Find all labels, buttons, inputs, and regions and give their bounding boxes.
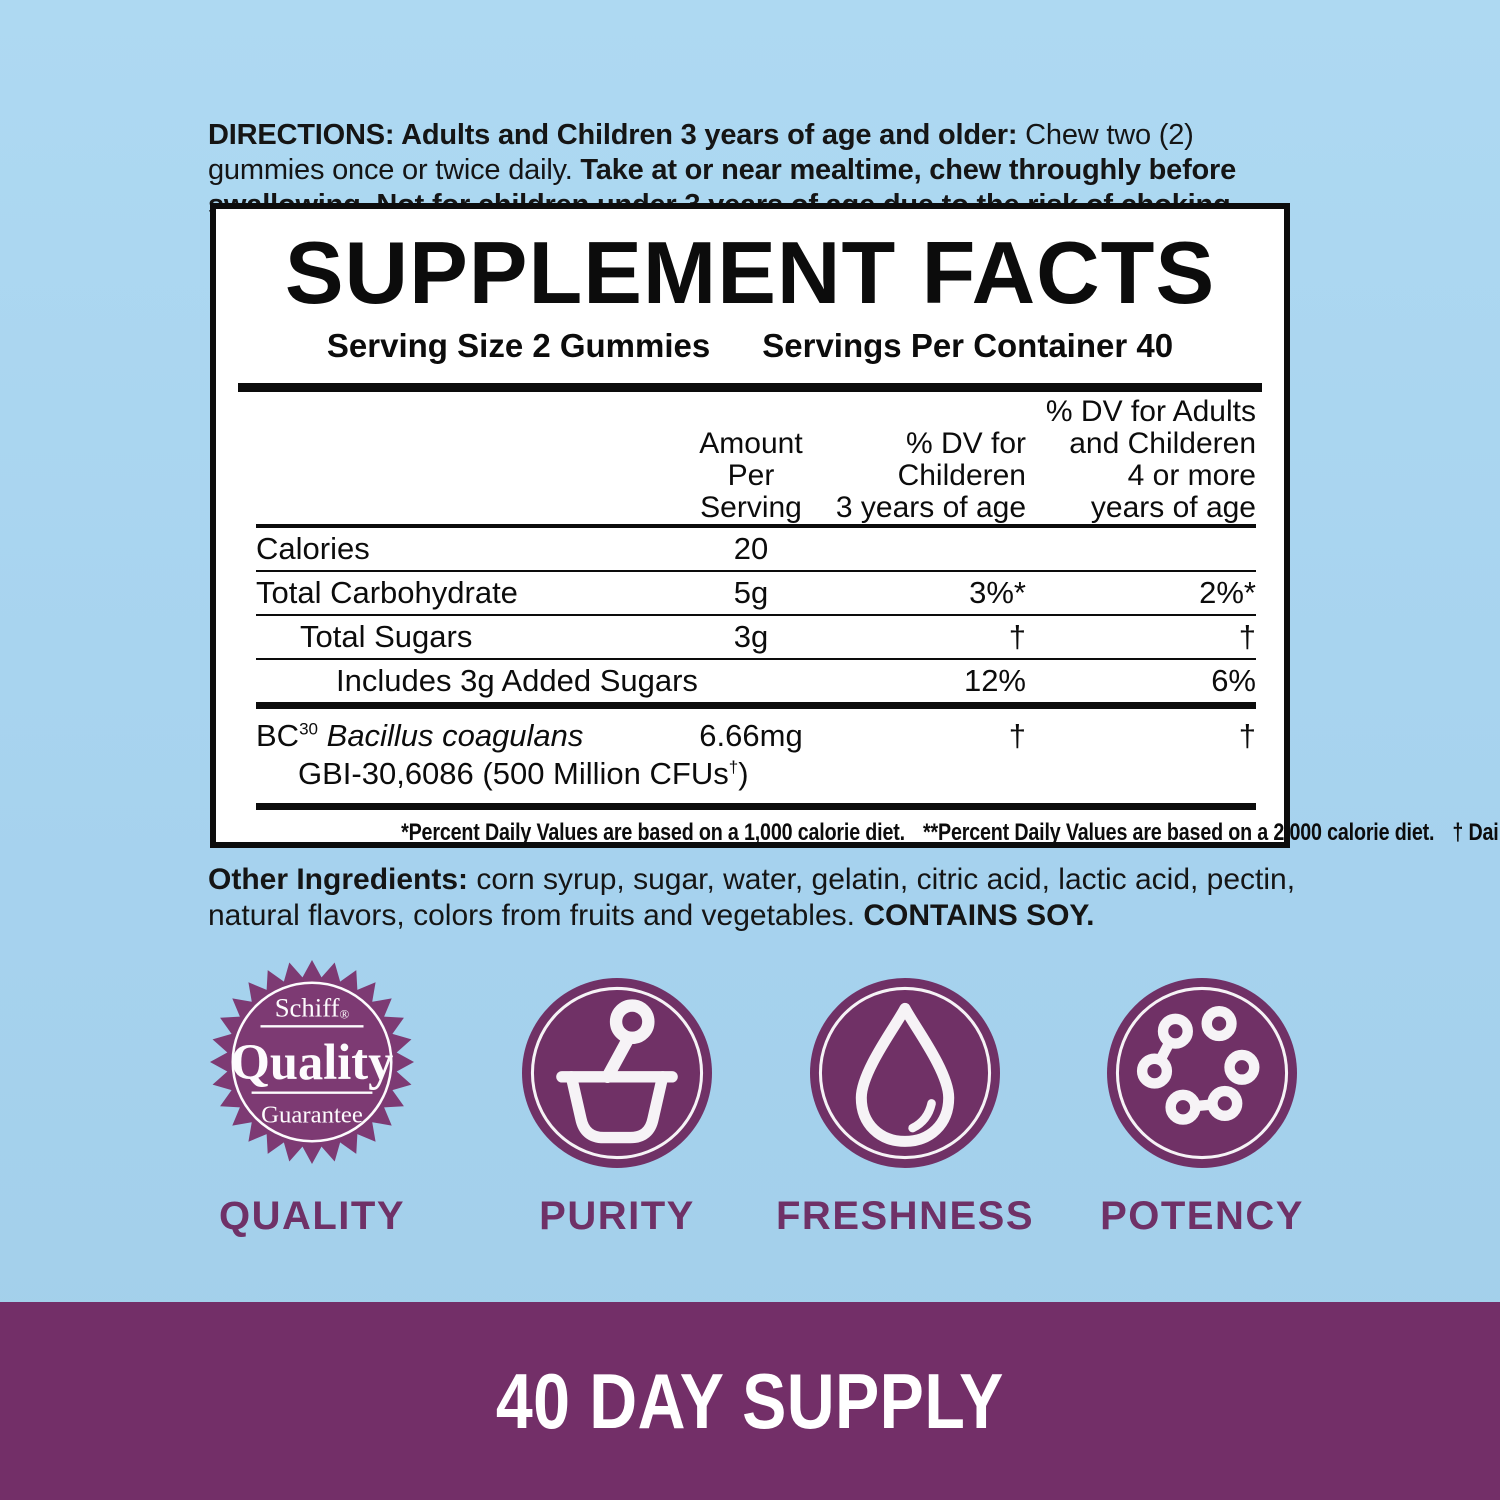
contains-soy: CONTAINS SOY. (863, 899, 1095, 932)
header-dv-children: % DV for Childeren 3 years of age (835, 427, 1026, 524)
badge-label-quality: QUALITY (218, 1194, 406, 1238)
table-row-total-carbohydrate: Total Carbohydrate 5g 3%* 2%* (256, 575, 1256, 610)
table-row-calories: Calories 20 (256, 531, 769, 566)
supply-banner: 40 DAY SUPPLY (0, 1302, 1500, 1500)
badge-label-potency: POTENCY (1100, 1194, 1304, 1238)
supplement-facts-panel: SUPPLEMENT FACTS Serving Size 2 Gummies … (210, 203, 1500, 848)
row-separator-thick (256, 803, 1256, 810)
other-ingredients-label: Other Ingredients: (208, 863, 477, 896)
header-amount: Amount Per Serving (699, 427, 803, 524)
serving-size: Serving Size 2 Gummies (326, 327, 711, 364)
directions-normal: Chew two (2) gummies once or twice daily… (208, 119, 1194, 186)
bc30-strain: GBI-30,6086 (500 Million CFUs†) (298, 756, 749, 791)
row-separator (256, 570, 1256, 572)
directions-bold-intro: DIRECTIONS: Adults and Children 3 years … (208, 119, 1026, 151)
badge-label-purity: PURITY (539, 1194, 695, 1238)
table-header-row: Amount Per Serving % DV for Childeren 3 … (256, 396, 1256, 524)
row-separator (256, 524, 1256, 528)
row-separator (256, 614, 1256, 616)
table-row-bc30-probiotic: BC30 Bacillus coagulans GBI-30,6086 (500… (256, 718, 1256, 791)
bc30-name: BC30 Bacillus coagulans (256, 718, 584, 753)
water-drop-icon (810, 978, 1000, 1168)
table-row-total-sugars: Total Sugars 3g † † (300, 619, 1256, 654)
badge-freshness: FRESHNESS (775, 958, 1035, 1239)
supply-banner-text: 40 DAY SUPPLY (495, 1356, 1004, 1445)
svg-text:Schiff®: Schiff® (275, 992, 350, 1022)
facts-table: Amount Per Serving % DV for Childeren 3 … (216, 396, 1500, 847)
header-dv-adults: % DV for Adults and Childeren 4 or more … (1045, 395, 1256, 524)
other-ingredients-text: Other Ingredients: corn syrup, sugar, wa… (208, 863, 1296, 932)
svg-text:Guarantee: Guarantee (261, 1101, 363, 1128)
badge-potency: POTENCY (1072, 958, 1332, 1239)
divider-bar (238, 383, 1262, 392)
svg-text:Quality: Quality (231, 1034, 394, 1090)
footnote: *Percent Daily Values are based on a 1,0… (401, 819, 1500, 846)
row-separator (256, 658, 1256, 660)
serving-info: Serving Size 2 Gummies Servings Per Cont… (216, 327, 1284, 365)
panel-title: SUPPLEMENT FACTS (284, 223, 1216, 322)
mortar-pestle-icon (522, 978, 712, 1168)
badge-label-freshness: FRESHNESS (776, 1194, 1034, 1238)
row-separator-thick (256, 702, 1256, 709)
badge-quality: Schiff® Quality Guarantee QUALITY (182, 958, 442, 1239)
badge-purity: PURITY (487, 958, 747, 1239)
servings-per-container: Servings Per Container 40 (762, 327, 1174, 364)
schiff-quality-seal-icon: Schiff® Quality Guarantee (209, 959, 415, 1165)
table-row-added-sugars: Includes 3g Added Sugars 12% 6% (336, 663, 1256, 698)
molecule-icon (1107, 978, 1297, 1168)
